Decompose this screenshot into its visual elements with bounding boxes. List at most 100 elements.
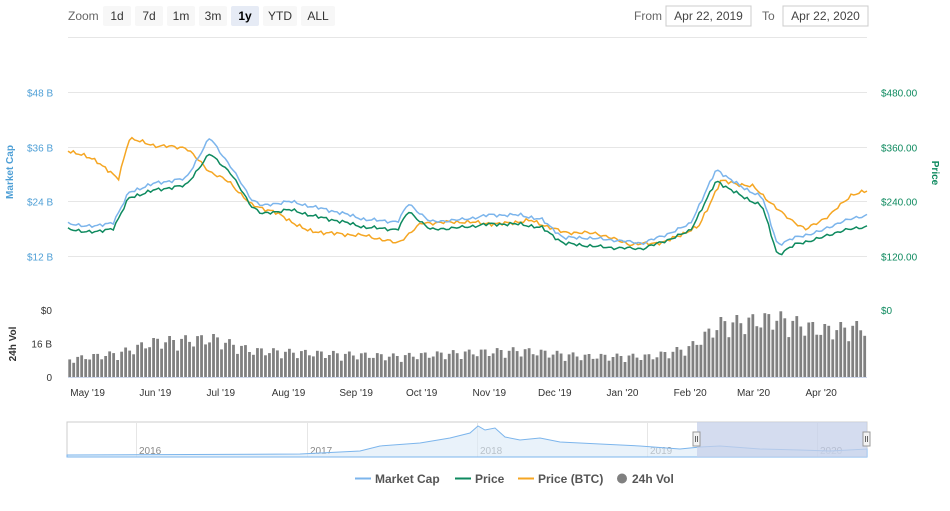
legend-item-market-cap[interactable]: Market Cap xyxy=(355,472,440,486)
volume-axis-title: 24h Vol xyxy=(8,326,19,361)
volume-bar xyxy=(699,344,703,377)
x-axis: May '19 Jun '19 Jul '19 Aug '19 Sep '19 Oct '… xyxy=(70,388,837,399)
volume-bar xyxy=(216,337,219,377)
volume-bar xyxy=(791,320,795,377)
volume-bar xyxy=(359,353,363,377)
volume-bar xyxy=(463,351,467,377)
volume-bar xyxy=(751,314,755,377)
volume-bar xyxy=(244,345,247,377)
volume-bar xyxy=(731,322,735,377)
from-date-value: Apr 22, 2019 xyxy=(674,9,743,23)
market-cap-axis-title: Market Cap xyxy=(5,145,16,199)
volume-bar xyxy=(703,331,707,377)
volume-bar xyxy=(615,353,619,377)
volume-bar xyxy=(543,350,547,377)
legend-item-24h-vol[interactable]: 24h Vol xyxy=(617,472,674,486)
volume-bar xyxy=(835,330,839,377)
volume-bar xyxy=(823,324,827,377)
volume-bar xyxy=(296,358,299,377)
volume-bar xyxy=(651,359,655,377)
zoom-buttons: 1d 7d 1m 3m 1y YTD ALL xyxy=(103,6,335,26)
volume-bar xyxy=(655,357,659,377)
volume-bar xyxy=(527,348,531,377)
volume-bar xyxy=(819,334,823,377)
volume-bar xyxy=(276,350,279,377)
volume-bar xyxy=(371,357,375,377)
volume-bar xyxy=(475,356,479,377)
zoom-button-1d[interactable]: 1d xyxy=(103,6,131,26)
volume-bar xyxy=(439,352,443,377)
zoom-button-3m[interactable]: 3m xyxy=(199,6,227,26)
volume-bar xyxy=(691,341,695,377)
volume-bar xyxy=(148,347,151,377)
volume-bar xyxy=(771,329,775,377)
price-tick-label: $480.00 xyxy=(881,89,918,100)
volume-bar xyxy=(491,353,495,377)
legend-item-price[interactable]: Price xyxy=(455,472,505,486)
volume-bar xyxy=(387,356,391,377)
volume-bar xyxy=(571,352,575,377)
volume-bar xyxy=(76,356,80,377)
to-date-input[interactable]: Apr 22, 2020 xyxy=(782,5,869,27)
zoom-button-label: 3m xyxy=(205,9,222,23)
price-axis-title: Price xyxy=(929,161,940,186)
volume-bar xyxy=(647,354,651,377)
navigator-left-handle[interactable] xyxy=(692,431,701,447)
volume-bar xyxy=(695,344,699,377)
zoom-button-all[interactable]: ALL xyxy=(301,6,335,26)
volume-bar xyxy=(683,355,687,377)
legend-item-price-btc[interactable]: Price (BTC) xyxy=(518,472,603,486)
from-date-input[interactable]: Apr 22, 2019 xyxy=(665,5,752,27)
volume-bar xyxy=(483,349,487,377)
volume-bar xyxy=(763,313,767,377)
volume-bar xyxy=(268,353,271,377)
zoom-button-7d[interactable]: 7d xyxy=(135,6,163,26)
volume-bar xyxy=(355,359,359,377)
volume-bar xyxy=(623,362,627,377)
volume-bar xyxy=(575,356,579,377)
volume-bar xyxy=(443,359,447,377)
navigator[interactable]: 20162017201820192020 xyxy=(66,421,871,458)
navigator-selection[interactable] xyxy=(697,422,867,457)
volume-right-tick: $0 xyxy=(881,306,893,317)
price-axis: $120.00 $240.00 $360.00 $480.00 xyxy=(881,89,918,264)
zoom-button-1y[interactable]: 1y xyxy=(231,6,259,26)
volume-bar xyxy=(759,327,763,377)
navigator-right-handle[interactable] xyxy=(862,431,871,447)
volume-bar xyxy=(196,336,199,377)
volume-bar xyxy=(847,341,851,377)
zoom-button-ytd[interactable]: YTD xyxy=(263,6,297,26)
volume-bar xyxy=(160,348,163,377)
volume-bar xyxy=(200,335,203,377)
volume-bar xyxy=(92,354,96,377)
volume-bar xyxy=(427,357,431,377)
volume-bar xyxy=(811,322,815,377)
volume-bar xyxy=(252,354,255,377)
volume-bar xyxy=(843,327,847,377)
volume-bar xyxy=(395,356,399,377)
volume-plot-area: 0 16 B $0 24h Vol $0 xyxy=(8,306,893,384)
volume-bar xyxy=(347,351,351,377)
market-cap-tick-label: $12 B xyxy=(27,253,53,264)
volume-bar xyxy=(747,317,751,377)
zoom-button-1m[interactable]: 1m xyxy=(167,6,195,26)
volume-bar xyxy=(523,349,527,377)
volume-bar xyxy=(204,344,207,377)
volume-bar xyxy=(323,358,327,377)
volume-bar xyxy=(88,359,92,377)
volume-bar xyxy=(619,356,623,377)
volume-bar xyxy=(72,362,76,377)
volume-bar xyxy=(667,358,671,377)
volume-bar xyxy=(292,352,295,377)
volume-bar xyxy=(471,354,475,377)
volume-bar xyxy=(803,335,807,377)
volume-bar xyxy=(280,358,283,377)
volume-bar xyxy=(559,353,563,377)
x-tick-label: Jun '19 xyxy=(139,388,171,399)
volume-bar xyxy=(375,353,379,377)
volume-bar xyxy=(288,348,291,377)
volume-bar xyxy=(407,352,411,377)
volume-bar xyxy=(80,355,84,377)
volume-bar xyxy=(363,352,367,377)
volume-bar xyxy=(783,318,787,377)
